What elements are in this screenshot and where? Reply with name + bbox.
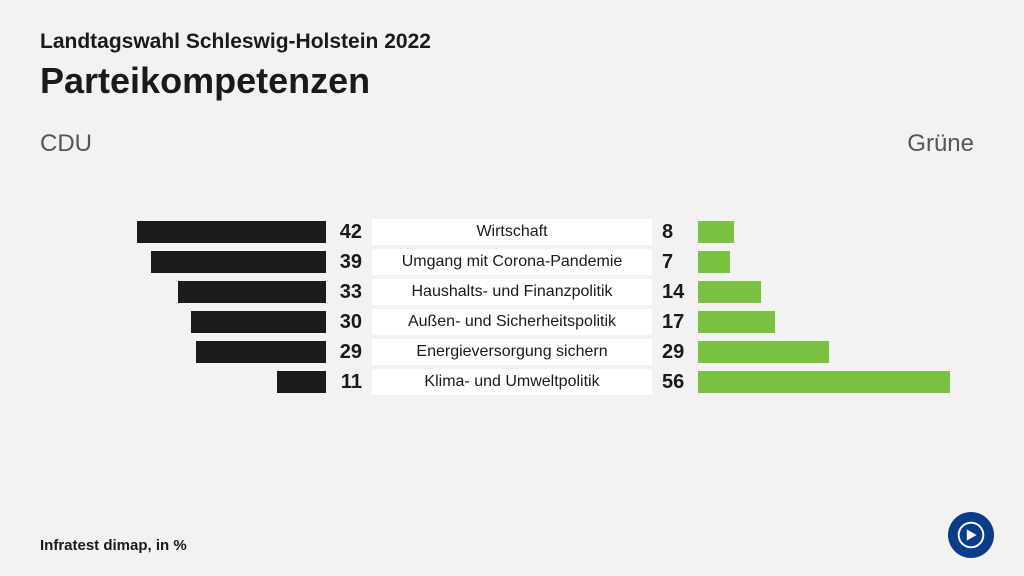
left-bar	[151, 251, 327, 273]
category-label: Außen- und Sicherheitspolitik	[372, 309, 652, 335]
left-value: 29	[326, 341, 372, 364]
right-bar	[698, 281, 761, 303]
left-value: 11	[326, 371, 372, 394]
chart-header: Landtagswahl Schleswig-Holstein 2022 Par…	[0, 0, 1024, 112]
left-side: 33	[50, 281, 372, 304]
chart-row: 29Energieversorgung sichern29	[50, 338, 974, 366]
left-value: 42	[326, 221, 372, 244]
left-bar	[196, 341, 327, 363]
party-left-label: CDU	[40, 130, 92, 158]
right-bar	[698, 251, 730, 273]
left-side: 42	[50, 221, 372, 244]
right-side: 14	[652, 281, 974, 304]
left-value: 39	[326, 251, 372, 274]
left-value: 30	[326, 311, 372, 334]
left-bar	[178, 281, 327, 303]
chart-row: 39Umgang mit Corona-Pandemie7	[50, 248, 974, 276]
right-value: 56	[652, 371, 698, 394]
category-label: Wirtschaft	[372, 219, 652, 245]
right-bar	[698, 371, 950, 393]
right-side: 7	[652, 251, 974, 274]
party-right-label: Grüne	[907, 130, 974, 158]
right-value: 7	[652, 251, 698, 274]
right-side: 17	[652, 311, 974, 334]
right-bar	[698, 341, 829, 363]
right-side: 8	[652, 221, 974, 244]
left-side: 11	[50, 371, 372, 394]
left-side: 29	[50, 341, 372, 364]
right-side: 56	[652, 371, 974, 394]
party-labels-row: CDU Grüne	[0, 112, 1024, 158]
right-bar	[698, 311, 775, 333]
left-bar	[277, 371, 327, 393]
chart-title: Parteikompetenzen	[40, 60, 984, 102]
right-side: 29	[652, 341, 974, 364]
category-label: Klima- und Umweltpolitik	[372, 369, 652, 395]
right-bar	[698, 221, 734, 243]
category-label: Umgang mit Corona-Pandemie	[372, 249, 652, 275]
diverging-bar-chart: 42Wirtschaft839Umgang mit Corona-Pandemi…	[0, 218, 1024, 396]
left-value: 33	[326, 281, 372, 304]
broadcaster-logo	[948, 512, 994, 558]
category-label: Haushalts- und Finanzpolitik	[372, 279, 652, 305]
right-value: 14	[652, 281, 698, 304]
category-label: Energieversorgung sichern	[372, 339, 652, 365]
left-side: 30	[50, 311, 372, 334]
chart-subtitle: Landtagswahl Schleswig-Holstein 2022	[40, 30, 984, 54]
left-bar	[191, 311, 326, 333]
chart-row: 30Außen- und Sicherheitspolitik17	[50, 308, 974, 336]
left-side: 39	[50, 251, 372, 274]
right-value: 17	[652, 311, 698, 334]
ard-logo-icon	[957, 521, 985, 549]
right-value: 29	[652, 341, 698, 364]
right-value: 8	[652, 221, 698, 244]
chart-row: 42Wirtschaft8	[50, 218, 974, 246]
source-footer: Infratest dimap, in %	[40, 537, 187, 554]
chart-row: 33Haushalts- und Finanzpolitik14	[50, 278, 974, 306]
left-bar	[137, 221, 326, 243]
chart-row: 11Klima- und Umweltpolitik56	[50, 368, 974, 396]
